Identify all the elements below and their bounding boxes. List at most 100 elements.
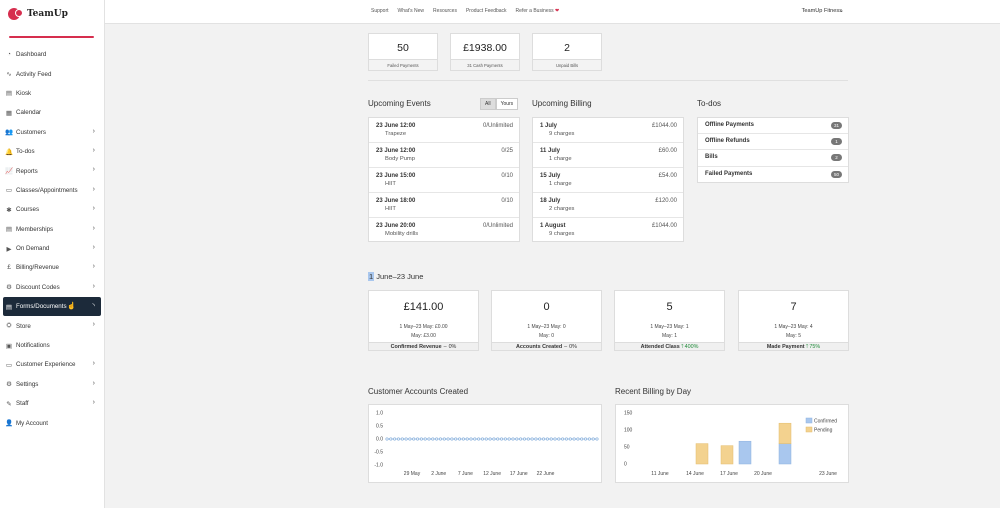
chevron-down-icon[interactable]: ⌄ [838,8,844,14]
bar-confirmed[interactable] [778,443,792,465]
stat-failed-payments[interactable]: 50 Failed Payments [368,33,438,71]
billing-row[interactable]: 11 July 1 charge £60.00 [533,143,683,168]
stat-unpaid-bills[interactable]: 2 Unpaid Bills [532,33,602,71]
data-point[interactable] [454,437,458,441]
data-point[interactable] [477,437,481,441]
data-point[interactable] [431,437,435,441]
sidebar-item-kiosk[interactable]: ▤ Kiosk [0,84,104,103]
data-point[interactable] [572,437,576,441]
kpi-card[interactable]: 7 1 May–23 May: 4 May: 5 Made Payment🡑75% [738,290,849,351]
billing-row[interactable]: 15 July 1 charge £54.00 [533,168,683,193]
data-point[interactable] [435,437,439,441]
data-point[interactable] [385,437,389,441]
data-point[interactable] [442,437,446,441]
data-point[interactable] [458,437,462,441]
data-point[interactable] [576,437,580,441]
stat-cash-payments[interactable]: £1938.00 31 Cash Payments [450,33,520,71]
sidebar-item-dashboard[interactable]: ◔ Dashboard [0,45,104,64]
data-point[interactable] [412,437,416,441]
data-point[interactable] [534,437,538,441]
sidebar-item-billing-revenue[interactable]: £ Billing/Revenue › [0,258,104,277]
bar-pending[interactable] [695,443,709,465]
data-point[interactable] [393,437,397,441]
data-point[interactable] [549,437,553,441]
data-point[interactable] [580,437,584,441]
product-feedback-link[interactable]: Product Feedback [465,8,507,14]
data-point[interactable] [553,437,557,441]
sidebar-item-reports[interactable]: 📈 Reports › [0,161,104,180]
data-point[interactable] [530,437,534,441]
data-point[interactable] [465,437,469,441]
data-point[interactable] [519,437,523,441]
data-point[interactable] [450,437,454,441]
kpi-card[interactable]: £141.00 1 May–23 May: £0.00 May: £3.00 Conf… [368,290,479,351]
data-point[interactable] [484,437,488,441]
date-range[interactable]: 1 June–23 June [368,272,423,281]
todo-row[interactable]: Bills 2 [698,150,848,167]
data-point[interactable] [480,437,484,441]
bar-pending[interactable] [778,422,792,444]
whats-new-link[interactable]: What's New [397,8,425,14]
data-point[interactable] [423,437,427,441]
bar-confirmed[interactable] [738,440,752,465]
data-point[interactable] [500,437,504,441]
event-row[interactable]: 23 June 20:00 Mobility drills 0/Unlimited [369,218,519,243]
sidebar-item-customers[interactable]: 👥 Customers › [0,123,104,142]
sidebar-item-forms-documents[interactable]: ▤ Forms/Documents ◝ ☝ [3,297,101,317]
data-point[interactable] [568,437,572,441]
sidebar-item-settings[interactable]: ⚙ Settings › [0,375,104,394]
data-point[interactable] [526,437,530,441]
account-switcher[interactable]: TeamUp Fitness [801,8,842,14]
todo-row[interactable]: Offline Refunds 1 [698,134,848,151]
data-point[interactable] [522,437,526,441]
refer-business-link[interactable]: Refer a Business ❤ [516,8,560,14]
data-point[interactable] [473,437,477,441]
billing-row[interactable]: 1 August 9 charges £1044.00 [533,218,683,243]
data-point[interactable] [492,437,496,441]
data-point[interactable] [515,437,519,441]
todo-row[interactable]: Offline Payments 31 [698,118,848,135]
data-point[interactable] [511,437,515,441]
data-point[interactable] [404,437,408,441]
sidebar-item-discount-codes[interactable]: ⚙ Discount Codes › [0,278,104,297]
billing-row[interactable]: 18 July 2 charges £120.00 [533,193,683,218]
data-point[interactable] [461,437,465,441]
data-point[interactable] [416,437,420,441]
sidebar-item-to-dos[interactable]: 🔔 To-dos › [0,142,104,161]
data-point[interactable] [595,437,599,441]
data-point[interactable] [488,437,492,441]
data-point[interactable] [389,437,393,441]
data-point[interactable] [400,437,404,441]
data-point[interactable] [584,437,588,441]
resources-link[interactable]: Resources [433,8,457,14]
data-point[interactable] [591,437,595,441]
data-point[interactable] [503,437,507,441]
sidebar-item-classes-appointments[interactable]: ▭ Classes/Appointments › [0,181,104,200]
data-point[interactable] [507,437,511,441]
data-point[interactable] [545,437,549,441]
sidebar-item-staff[interactable]: ✎ Staff › [0,394,104,413]
data-point[interactable] [408,437,412,441]
data-point[interactable] [587,437,591,441]
data-point[interactable] [542,437,546,441]
billing-row[interactable]: 1 July 9 charges £1044.00 [533,118,683,143]
data-point[interactable] [538,437,542,441]
sidebar-item-customer-experience[interactable]: ▭ Customer Experience › [0,355,104,374]
bar-pending[interactable] [720,445,734,465]
data-point[interactable] [438,437,442,441]
data-point[interactable] [419,437,423,441]
kpi-card[interactable]: 0 1 May–23 May: 0 May: 0 Accounts Created –0… [491,290,602,351]
sidebar-item-notifications[interactable]: ▣ Notifications [0,336,104,355]
filter-yours-button[interactable]: Yours [495,98,519,110]
sidebar-item-on-demand[interactable]: ▶ On Demand › [0,239,104,258]
sidebar-item-my-account[interactable]: 👤 My Account [0,413,104,432]
sidebar-item-courses[interactable]: ✱ Courses › [0,200,104,219]
support-link[interactable]: Support [371,8,389,14]
data-point[interactable] [446,437,450,441]
sidebar-item-store[interactable]: ⛭ Store › [0,316,104,335]
brand[interactable]: TeamUp [8,8,68,20]
event-row[interactable]: 23 June 12:00 Trapeze 0/Unlimited [369,118,519,143]
data-point[interactable] [396,437,400,441]
data-point[interactable] [469,437,473,441]
event-row[interactable]: 23 June 12:00 Body Pump 0/25 [369,143,519,168]
